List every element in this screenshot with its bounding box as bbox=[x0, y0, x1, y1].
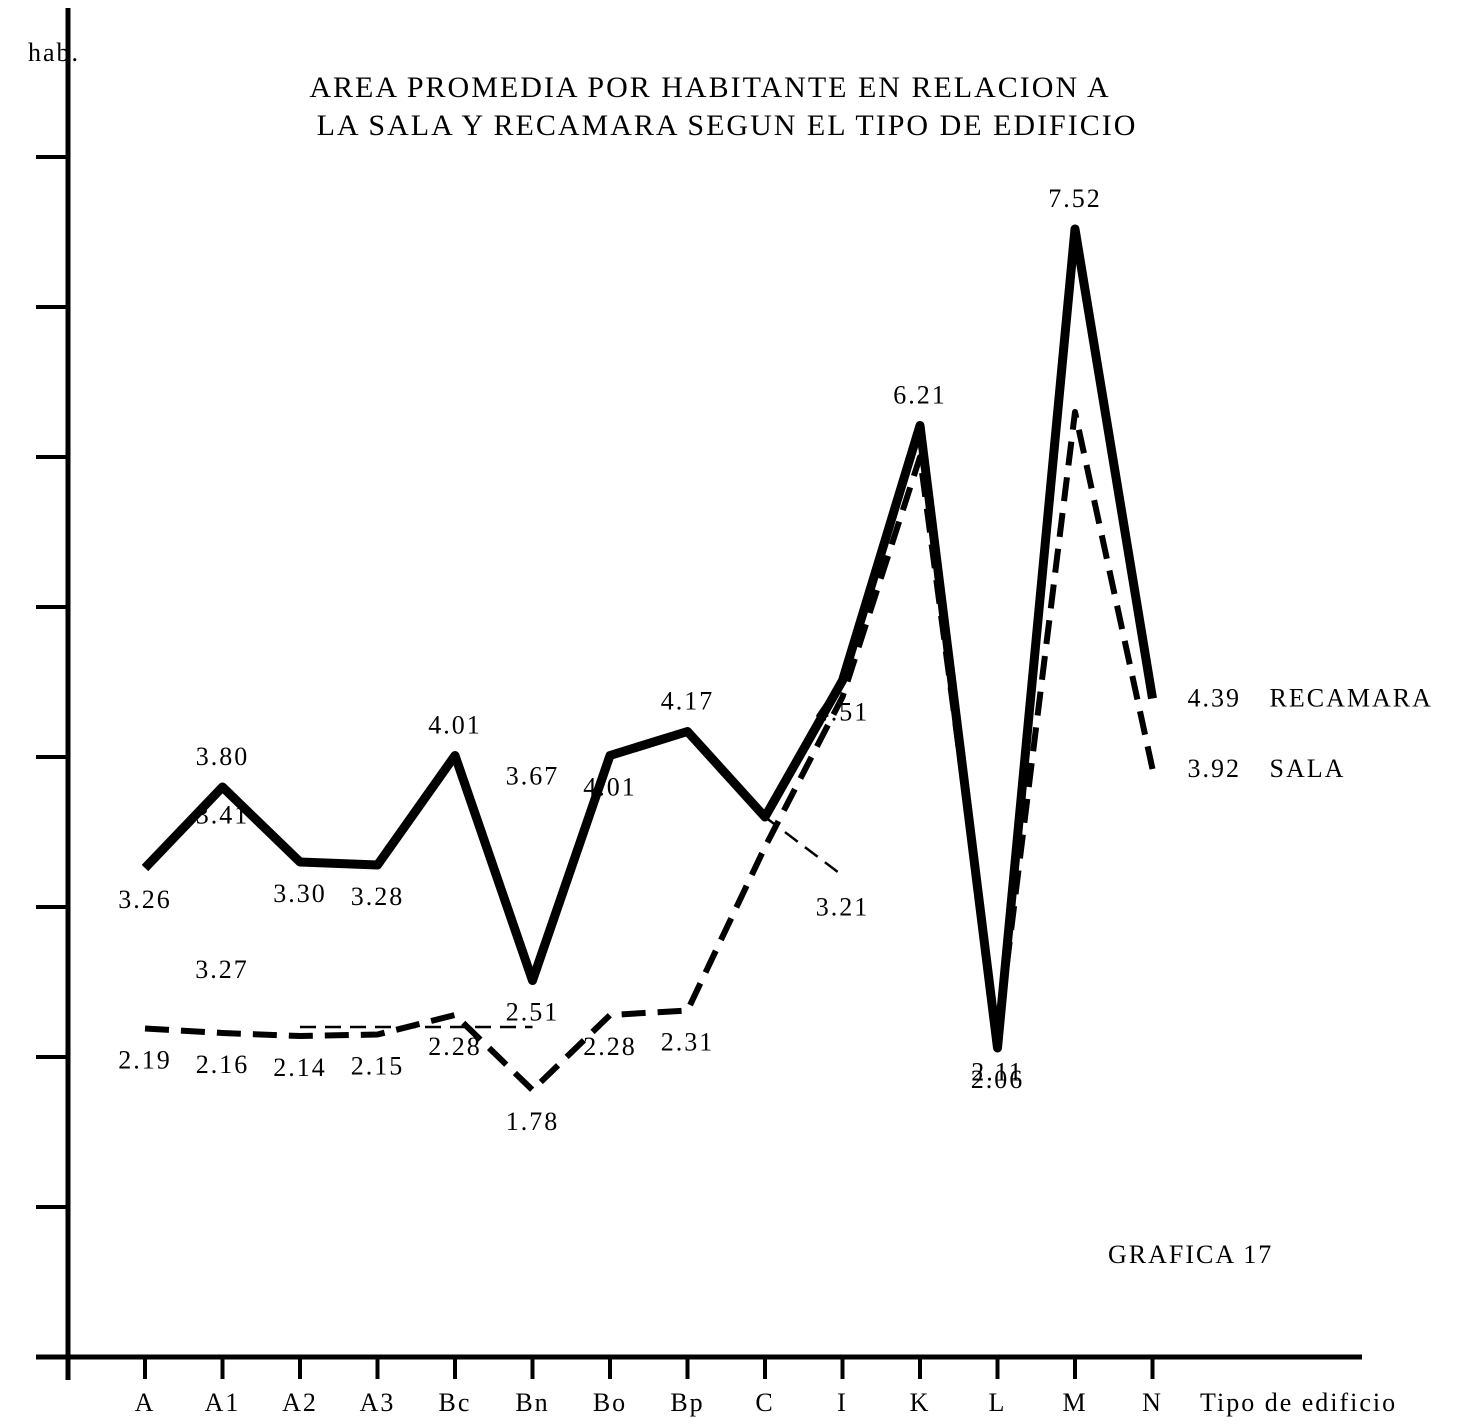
legend-label: SALA bbox=[1270, 754, 1346, 783]
data-label: 2.06 bbox=[971, 1065, 1025, 1094]
series-line bbox=[141, 224, 1157, 1053]
data-label: 3.21 bbox=[816, 892, 870, 921]
data-label: 4.01 bbox=[583, 772, 637, 801]
data-label: 3.92 bbox=[1188, 754, 1242, 783]
data-label: 6.21 bbox=[893, 380, 947, 409]
x-tick-label: C bbox=[755, 1388, 774, 1417]
x-tick-label: L bbox=[989, 1388, 1007, 1417]
x-tick-label: A2 bbox=[282, 1388, 318, 1417]
data-label: 3.26 bbox=[118, 885, 172, 914]
legend-label: RECAMARA bbox=[1270, 683, 1433, 712]
data-label: 2.51 bbox=[506, 997, 560, 1026]
data-label: 3.67 bbox=[506, 761, 560, 790]
x-tick-label: Bc bbox=[439, 1388, 472, 1417]
chart-title: AREA PROMEDIA POR HABITANTE EN RELACION … bbox=[309, 71, 1110, 104]
x-tick-label: Bn bbox=[515, 1388, 549, 1417]
data-label: 4.01 bbox=[428, 710, 482, 739]
x-tick-label: A3 bbox=[360, 1388, 396, 1417]
data-label: 3.41 bbox=[196, 800, 250, 829]
data-label: 3.30 bbox=[273, 879, 327, 908]
data-label: 4.17 bbox=[661, 686, 715, 715]
y-axis-label: hab. bbox=[28, 38, 80, 67]
data-label: 4.39 bbox=[1188, 683, 1242, 712]
data-label: 2.28 bbox=[428, 1032, 482, 1061]
data-label: 7.52 bbox=[1048, 184, 1102, 213]
chart-title: LA SALA Y RECAMARA SEGUN EL TIPO DE EDIF… bbox=[317, 109, 1138, 142]
x-tick-label: A1 bbox=[205, 1388, 241, 1417]
series-line bbox=[144, 409, 1156, 1093]
x-axis-label: Tipo de edificio bbox=[1200, 1388, 1397, 1417]
x-tick-label: N bbox=[1142, 1388, 1163, 1417]
data-label: 1.78 bbox=[506, 1107, 560, 1136]
data-label: 2.28 bbox=[583, 1032, 637, 1061]
data-label: 2.14 bbox=[273, 1053, 327, 1082]
x-tick-label: A bbox=[135, 1388, 156, 1417]
series-line bbox=[764, 816, 844, 877]
x-tick-label: Bp bbox=[670, 1388, 704, 1417]
data-label: 2.16 bbox=[196, 1050, 250, 1079]
x-tick-label: K bbox=[910, 1388, 931, 1417]
data-label: 3.28 bbox=[351, 882, 405, 911]
x-tick-label: I bbox=[837, 1388, 848, 1417]
data-label: 2.31 bbox=[661, 1027, 715, 1056]
annotation: 3.27 bbox=[195, 955, 249, 984]
data-label: 2.19 bbox=[118, 1045, 172, 1074]
x-tick-label: M bbox=[1062, 1388, 1087, 1417]
data-label: 2.11 bbox=[971, 1057, 1024, 1086]
data-label: 2.15 bbox=[351, 1051, 405, 1080]
data-label: 3.80 bbox=[196, 742, 250, 771]
annotation: GRAFICA 17 bbox=[1108, 1240, 1273, 1269]
x-tick-label: Bo bbox=[593, 1388, 627, 1417]
